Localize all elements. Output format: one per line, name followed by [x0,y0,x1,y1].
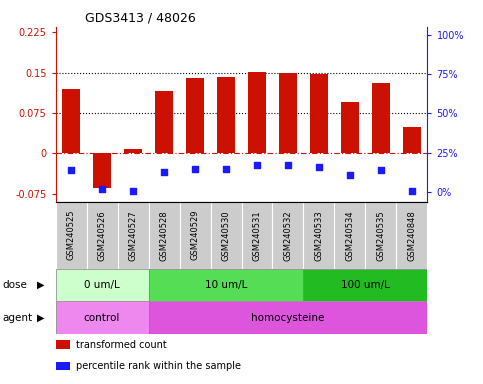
Bar [93,153,112,188]
Text: percentile rank within the sample: percentile rank within the sample [76,361,241,371]
Text: GSM240848: GSM240848 [408,210,416,261]
Bar [56,340,71,349]
Text: GSM240526: GSM240526 [98,210,107,260]
Bar [117,202,149,269]
Point [67,167,75,173]
Point [191,166,199,172]
Bar [56,362,71,370]
Text: GSM240529: GSM240529 [190,210,199,260]
Point [284,162,292,169]
Bar [366,202,397,269]
Text: ▶: ▶ [37,313,45,323]
Bar [310,74,328,153]
Bar [180,202,211,269]
Text: 0 um/L: 0 um/L [84,280,120,290]
Text: 100 um/L: 100 um/L [341,280,390,290]
Text: GSM240533: GSM240533 [314,210,324,261]
Bar [186,78,204,153]
Text: GSM240532: GSM240532 [284,210,293,260]
Point [315,164,323,170]
Text: GSM240525: GSM240525 [67,210,75,260]
Text: GSM240534: GSM240534 [345,210,355,260]
Point [129,187,137,194]
Bar [217,77,235,153]
Bar [272,202,303,269]
Bar [279,73,297,153]
Text: 10 um/L: 10 um/L [205,280,247,290]
Bar [56,269,149,301]
Bar [334,202,366,269]
Text: GSM240527: GSM240527 [128,210,138,260]
Bar [149,202,180,269]
Bar [242,202,272,269]
Text: GSM240530: GSM240530 [222,210,230,260]
Bar [303,202,334,269]
Text: ▶: ▶ [37,280,45,290]
Point [222,166,230,172]
Bar [86,202,117,269]
Bar [155,91,173,153]
Bar [372,83,390,153]
Bar [149,269,303,301]
Text: agent: agent [2,313,32,323]
Point [98,186,106,192]
Text: control: control [84,313,120,323]
Text: GSM240535: GSM240535 [376,210,385,260]
Bar [303,269,427,301]
Bar [62,89,80,153]
Point [253,162,261,169]
Point [408,187,416,194]
Bar [248,71,266,153]
Bar [149,301,427,334]
Point [160,169,168,175]
Point [377,167,385,173]
Bar [403,127,421,153]
Text: GSM240531: GSM240531 [253,210,261,260]
Point [346,172,354,178]
Text: dose: dose [2,280,28,290]
Text: homocysteine: homocysteine [251,313,325,323]
Bar [56,202,86,269]
Bar [124,149,142,153]
Text: GDS3413 / 48026: GDS3413 / 48026 [85,11,196,24]
Bar [341,102,359,153]
Bar [397,202,427,269]
Bar [211,202,242,269]
Text: GSM240528: GSM240528 [159,210,169,260]
Text: transformed count: transformed count [76,339,167,350]
Bar [56,301,149,334]
